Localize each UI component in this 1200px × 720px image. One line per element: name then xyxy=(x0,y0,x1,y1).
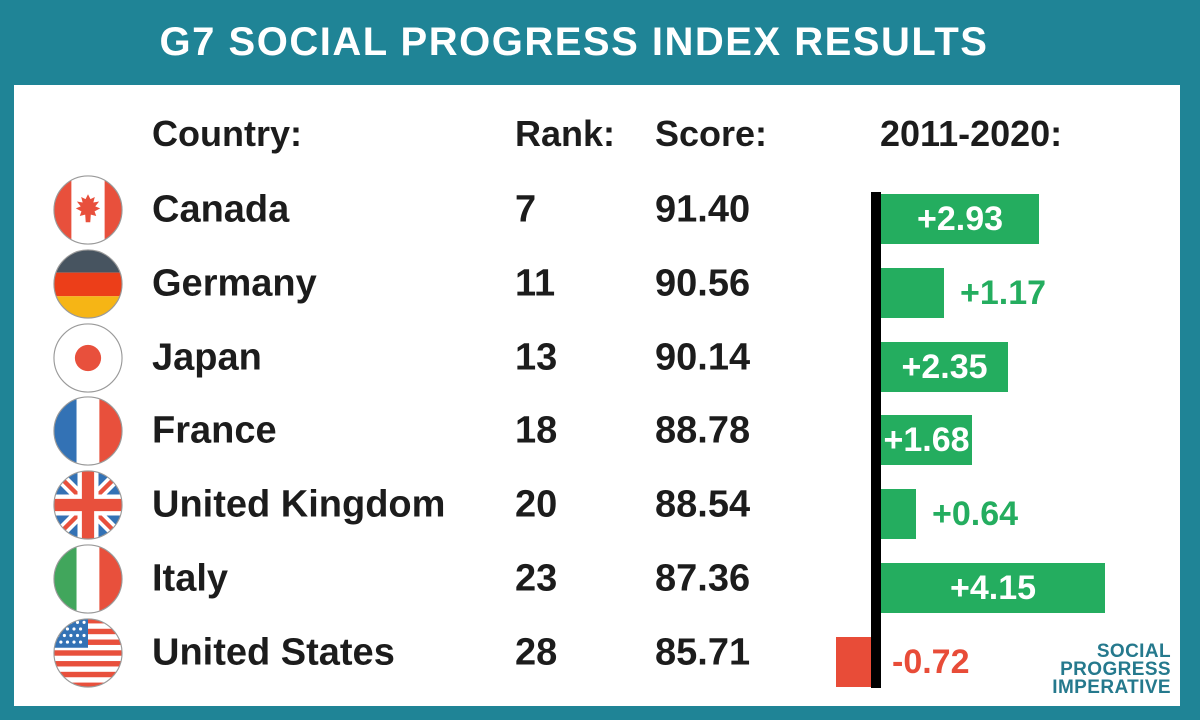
canada-flag-icon xyxy=(53,175,123,245)
change-bar xyxy=(881,563,1105,613)
united-kingdom-flag-icon xyxy=(53,470,123,540)
logo-line-1: SOCIAL xyxy=(1096,641,1171,662)
change-value: +0.64 xyxy=(932,495,1019,533)
change-value: +1.68 xyxy=(883,421,970,459)
country-name: Canada xyxy=(152,188,290,231)
country-rank: 28 xyxy=(515,631,558,674)
chart-axis xyxy=(871,192,881,688)
change-value: +4.15 xyxy=(949,569,1037,607)
table-row-italy: Italy 23 87.36 xyxy=(14,542,1180,616)
logo-line-3: IMPERATIVE xyxy=(1052,677,1171,698)
table-row-japan: Japan 13 90.14 xyxy=(14,321,1180,395)
country-name: France xyxy=(152,409,277,452)
content-panel: Country: Rank: Score: 2011-2020: Canada … xyxy=(14,85,1180,706)
social-progress-imperative-logo: SOCIAL PROGRESS IMPERATIVE xyxy=(1052,641,1171,698)
country-score: 87.36 xyxy=(655,557,751,600)
page-title: G7 SOCIAL PROGRESS INDEX RESULTS xyxy=(159,20,989,64)
country-rank: 23 xyxy=(515,557,558,600)
country-name: United Kingdom xyxy=(152,483,446,526)
column-header-rank: Rank: xyxy=(515,113,616,154)
country-rank: 7 xyxy=(515,188,537,231)
table-row-united-kingdom: United Kingdom 20 88.54 xyxy=(14,468,1180,542)
germany-flag-icon xyxy=(53,249,123,319)
country-score: 90.14 xyxy=(655,336,751,379)
column-header-score: Score: xyxy=(655,113,768,154)
italy-flag-icon xyxy=(53,544,123,614)
bar-row-united-states: -0.72 xyxy=(14,637,1180,687)
change-bar xyxy=(881,489,916,539)
header-band: G7 SOCIAL PROGRESS INDEX RESULTS xyxy=(0,0,1200,85)
bar-row-germany: +1.17 xyxy=(14,268,1180,318)
country-score: 91.40 xyxy=(655,188,751,231)
change-bar xyxy=(881,415,972,465)
change-bar xyxy=(881,342,1008,392)
country-name: Italy xyxy=(152,557,229,600)
table-row-canada: Canada 7 91.40 xyxy=(14,173,1180,247)
bar-row-japan: +2.35 xyxy=(14,342,1180,392)
japan-flag-icon xyxy=(53,323,123,393)
change-value: +1.17 xyxy=(960,274,1047,312)
bar-row-canada: +2.93 xyxy=(14,194,1180,244)
change-bar xyxy=(881,268,944,318)
column-header-country: Country: xyxy=(152,113,302,154)
country-rank: 11 xyxy=(515,262,556,305)
change-bar xyxy=(881,194,1039,244)
logo-line-2: PROGRESS xyxy=(1060,659,1171,680)
table-row-france: France 18 88.78 xyxy=(14,394,1180,468)
france-flag-icon xyxy=(53,396,123,466)
change-bar xyxy=(836,637,875,687)
country-name: United States xyxy=(152,631,395,674)
change-value: +2.93 xyxy=(916,200,1004,238)
table-row-germany: Germany 11 90.56 xyxy=(14,247,1180,321)
country-rank: 13 xyxy=(515,336,558,379)
country-score: 85.71 xyxy=(655,631,751,674)
country-score: 88.54 xyxy=(655,483,751,526)
table-row-united-states: United States 28 85.71 xyxy=(14,616,1180,690)
country-name: Germany xyxy=(152,262,317,305)
bar-row-united-kingdom: +0.64 xyxy=(14,489,1180,539)
change-value: -0.72 xyxy=(892,643,970,681)
bar-row-france: +1.68 xyxy=(14,415,1180,465)
united-states-flag-icon xyxy=(53,618,123,688)
country-name: Japan xyxy=(152,336,262,379)
country-rank: 20 xyxy=(515,483,558,526)
country-score: 90.56 xyxy=(655,262,751,305)
column-header-period: 2011-2020: xyxy=(880,113,1063,154)
country-rank: 18 xyxy=(515,409,558,452)
change-value: +2.35 xyxy=(901,348,988,386)
country-score: 88.78 xyxy=(655,409,751,452)
bar-row-italy: +4.15 xyxy=(14,563,1180,613)
